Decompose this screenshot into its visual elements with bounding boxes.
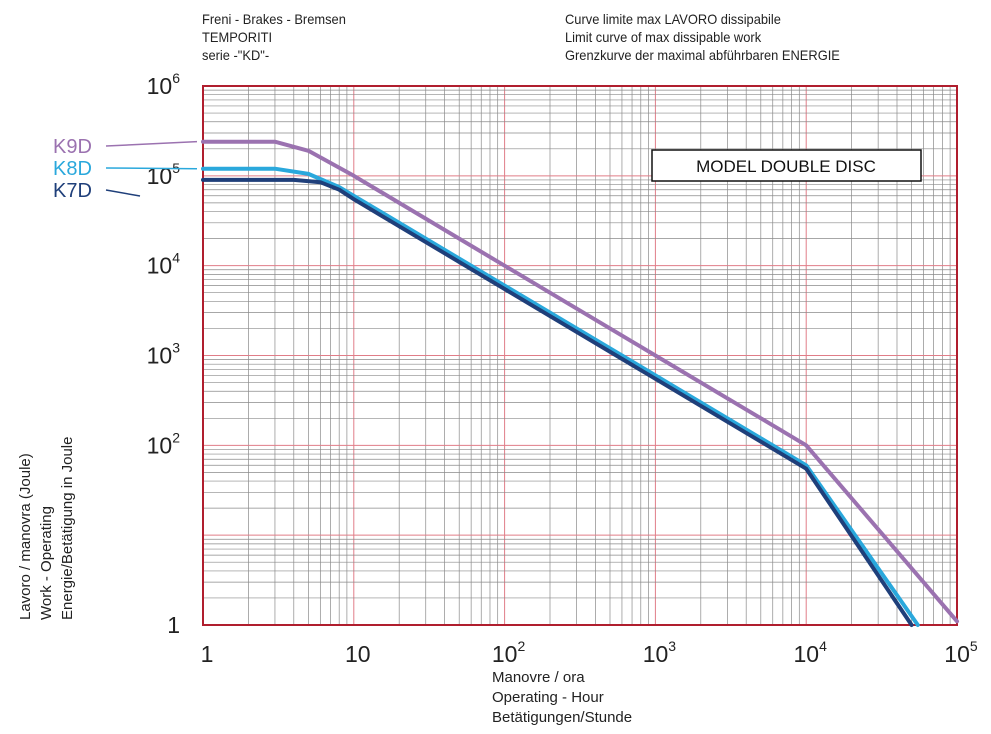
x-tick-label: 104 — [794, 638, 828, 667]
x-tick-label: 10 — [345, 641, 371, 667]
y-axis-title: Lavoro / manovra (Joule) Work - Operatin… — [17, 437, 76, 620]
header-left-block: Freni - Brakes - Bremsen TEMPORITI serie… — [202, 10, 346, 64]
series-leader-line — [105, 167, 198, 170]
series-line-k9d — [201, 139, 959, 624]
y-axis-title-line: Lavoro / manovra (Joule) — [17, 453, 34, 620]
series-layer — [201, 139, 959, 627]
y-axis-title-line: Energie/Betätigung in Joule — [59, 437, 76, 620]
x-axis-title-line: Betätigungen/Stunde — [492, 709, 632, 726]
grid — [203, 86, 957, 625]
series-leader-line — [105, 189, 141, 197]
x-tick-label: 102 — [492, 638, 526, 667]
y-tick-label: 1 — [167, 612, 180, 638]
y-tick-label: 105 — [147, 160, 181, 189]
x-tick-label: 105 — [944, 638, 978, 667]
series-label-k7d: K7D — [53, 180, 92, 202]
plot-frame — [202, 85, 958, 626]
x-axis-title-line: Operating - Hour — [492, 689, 604, 706]
model-annotation-text: MODEL DOUBLE DISC — [696, 157, 876, 176]
x-tick-label: 1 — [201, 641, 214, 667]
series-line-k8d — [201, 166, 920, 627]
header-right-line: Grenzkurve der maximal abführbaren ENERG… — [565, 47, 840, 63]
y-tick-label: 104 — [147, 250, 181, 279]
header-left-line: serie -"KD"- — [202, 47, 270, 63]
header-right-line: Limit curve of max dissipable work — [565, 29, 762, 45]
header-right-block: Curve limite max LAVORO dissipabile Limi… — [565, 10, 840, 64]
header-left-line: TEMPORITI — [202, 29, 273, 45]
x-tick-label: 103 — [643, 638, 677, 667]
model-annotation: MODEL DOUBLE DISC — [651, 149, 922, 182]
y-tick-label: 106 — [147, 70, 181, 99]
y-tick-label: 102 — [147, 429, 181, 458]
y-tick-label: 103 — [147, 340, 181, 369]
series-label-k9d: K9D — [53, 136, 92, 158]
series-leader-line — [105, 140, 198, 147]
x-axis-title-line: Manovre / ora — [492, 669, 585, 686]
y-axis-title-line: Work - Operating — [38, 506, 55, 620]
x-axis-title: Manovre / ora Operating - Hour Betätigun… — [492, 669, 632, 726]
header-left-line: Freni - Brakes - Bremsen — [202, 11, 346, 27]
header-right-line: Curve limite max LAVORO dissipabile — [565, 11, 781, 27]
series-label-k8d: K8D — [53, 158, 92, 180]
series-line-k7d — [201, 177, 914, 627]
